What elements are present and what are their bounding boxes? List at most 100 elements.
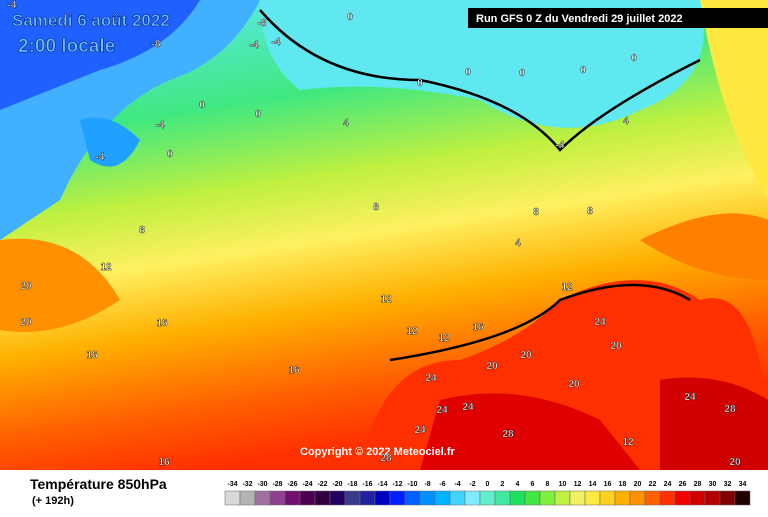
contour-label: 0 [255, 109, 261, 120]
contour-label: 4 [515, 238, 521, 249]
legend-label: -26 [287, 481, 297, 488]
legend-swatch [509, 490, 526, 506]
contour-label: 0 [199, 100, 205, 111]
legend-swatch [674, 490, 691, 506]
time: 2:00 locale [18, 36, 115, 57]
date: Samedi 6 août 2022 [12, 11, 170, 30]
contour-label: 24 [462, 402, 474, 413]
legend-swatch [659, 490, 676, 506]
contour-label: 20 [610, 341, 622, 352]
legend-label: -28 [272, 481, 282, 488]
legend-label: 26 [679, 481, 687, 488]
contour-label: 12 [438, 333, 450, 344]
contour-label: -4 [96, 152, 105, 163]
legend-label: 32 [724, 481, 732, 488]
contour-label: 4 [623, 116, 629, 127]
contour-label: 24 [414, 425, 426, 436]
legend-label: -4 [454, 481, 460, 488]
contour-label: 12 [380, 294, 392, 305]
legend-label: 22 [649, 481, 657, 488]
contour-label: 0 [580, 65, 586, 76]
legend-swatch [614, 490, 631, 506]
legend-swatch [599, 490, 616, 506]
legend-swatch [344, 490, 361, 506]
legend-swatch [704, 490, 721, 506]
contour-label: 12 [100, 262, 112, 273]
contour-labels: -4 -8 -8 0 -4 -4 -4 -4 0 0 0 0 0 0 0 0 4 4 4 8 8 8 8 12 12 12 12 12… [7, 0, 741, 468]
contour-label: 8 [139, 225, 145, 236]
legend-swatch [464, 490, 481, 506]
contour-label: 16 [288, 365, 300, 376]
legend-swatch [449, 490, 466, 506]
legend-label: 18 [619, 481, 627, 488]
contour-label: 20 [486, 361, 498, 372]
legend-swatch [269, 490, 286, 506]
contour-label: 12 [406, 326, 418, 337]
contour-label: 0 [167, 149, 173, 160]
legend-swatch [254, 490, 271, 506]
legend-swatch [374, 490, 391, 506]
legend-swatch [539, 490, 556, 506]
contour-label: 0 [465, 67, 471, 78]
legend-label: 4 [516, 481, 520, 488]
legend-label: 30 [709, 481, 717, 488]
legend-swatch [419, 490, 436, 506]
legend-label: -14 [377, 481, 387, 488]
field-title: Température 850hPa [30, 476, 167, 492]
contour-label: 16 [156, 318, 168, 329]
legend-label: -34 [227, 481, 237, 488]
contour-label: -4 [272, 37, 281, 48]
contour-label: -4 [156, 120, 165, 131]
legend-swatch [404, 490, 421, 506]
contour-label: 16 [86, 350, 98, 361]
legend-swatch [644, 490, 661, 506]
legend-label: -2 [469, 481, 475, 488]
contour-label: 0 [347, 12, 353, 23]
contour-label: -4 [250, 40, 259, 51]
legend-swatch [719, 490, 736, 506]
legend-label: -16 [362, 481, 372, 488]
legend-swatch [299, 490, 316, 506]
legend-label: -8 [424, 481, 430, 488]
legend-swatch [329, 490, 346, 506]
legend-swatch [314, 490, 331, 506]
legend-label: 0 [486, 481, 490, 488]
contour-label: 28 [724, 404, 736, 415]
contour-label: 28 [502, 429, 514, 440]
legend-label: -18 [347, 481, 357, 488]
copyright: Copyright © 2022 Meteociel.fr [300, 446, 456, 458]
legend-swatch [524, 490, 541, 506]
contour-label: 20 [568, 379, 580, 390]
contour-label: 24 [436, 405, 448, 416]
legend-swatch [629, 490, 646, 506]
legend-label: -6 [439, 481, 445, 488]
legend-label: 8 [546, 481, 550, 488]
contour-label: 20 [729, 457, 741, 468]
contour-label: 12 [561, 282, 573, 293]
contour-label: 20 [20, 281, 32, 292]
legend-swatch [389, 490, 406, 506]
contour-label: 20 [20, 317, 32, 328]
contour-label: 12 [622, 437, 634, 448]
legend-swatch [569, 490, 586, 506]
legend-label: -20 [332, 481, 342, 488]
legend-label: 12 [574, 481, 582, 488]
legend-label: -12 [392, 481, 402, 488]
contour-label: -4 [8, 0, 17, 11]
contour-label: 24 [594, 317, 606, 328]
contour-label: -8 [258, 18, 267, 29]
legend-label: 20 [634, 481, 642, 488]
contour-label: -4 [556, 140, 565, 151]
run-info: Run GFS 0 Z du Vendredi 29 juillet 2022 [476, 13, 683, 25]
legend-label: 10 [559, 481, 567, 488]
lead-time: (+ 192h) [32, 495, 74, 507]
contour-label: -8 [152, 39, 161, 50]
legend-swatch [239, 490, 256, 506]
contour-label: 0 [519, 68, 525, 79]
legend-swatch [584, 490, 601, 506]
legend-label: 16 [604, 481, 612, 488]
contour-label: 28 [380, 453, 392, 464]
legend-swatch [359, 490, 376, 506]
legend-label: 14 [589, 481, 597, 488]
